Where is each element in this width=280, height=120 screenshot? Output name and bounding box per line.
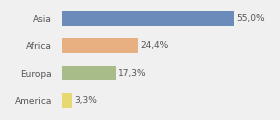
Bar	[62, 93, 72, 108]
Text: 17,3%: 17,3%	[118, 69, 147, 78]
Text: 24,4%: 24,4%	[141, 41, 169, 50]
Bar	[62, 11, 234, 26]
Bar	[62, 66, 116, 81]
Bar	[62, 38, 138, 53]
Text: 3,3%: 3,3%	[74, 96, 97, 105]
Text: 55,0%: 55,0%	[236, 14, 265, 23]
